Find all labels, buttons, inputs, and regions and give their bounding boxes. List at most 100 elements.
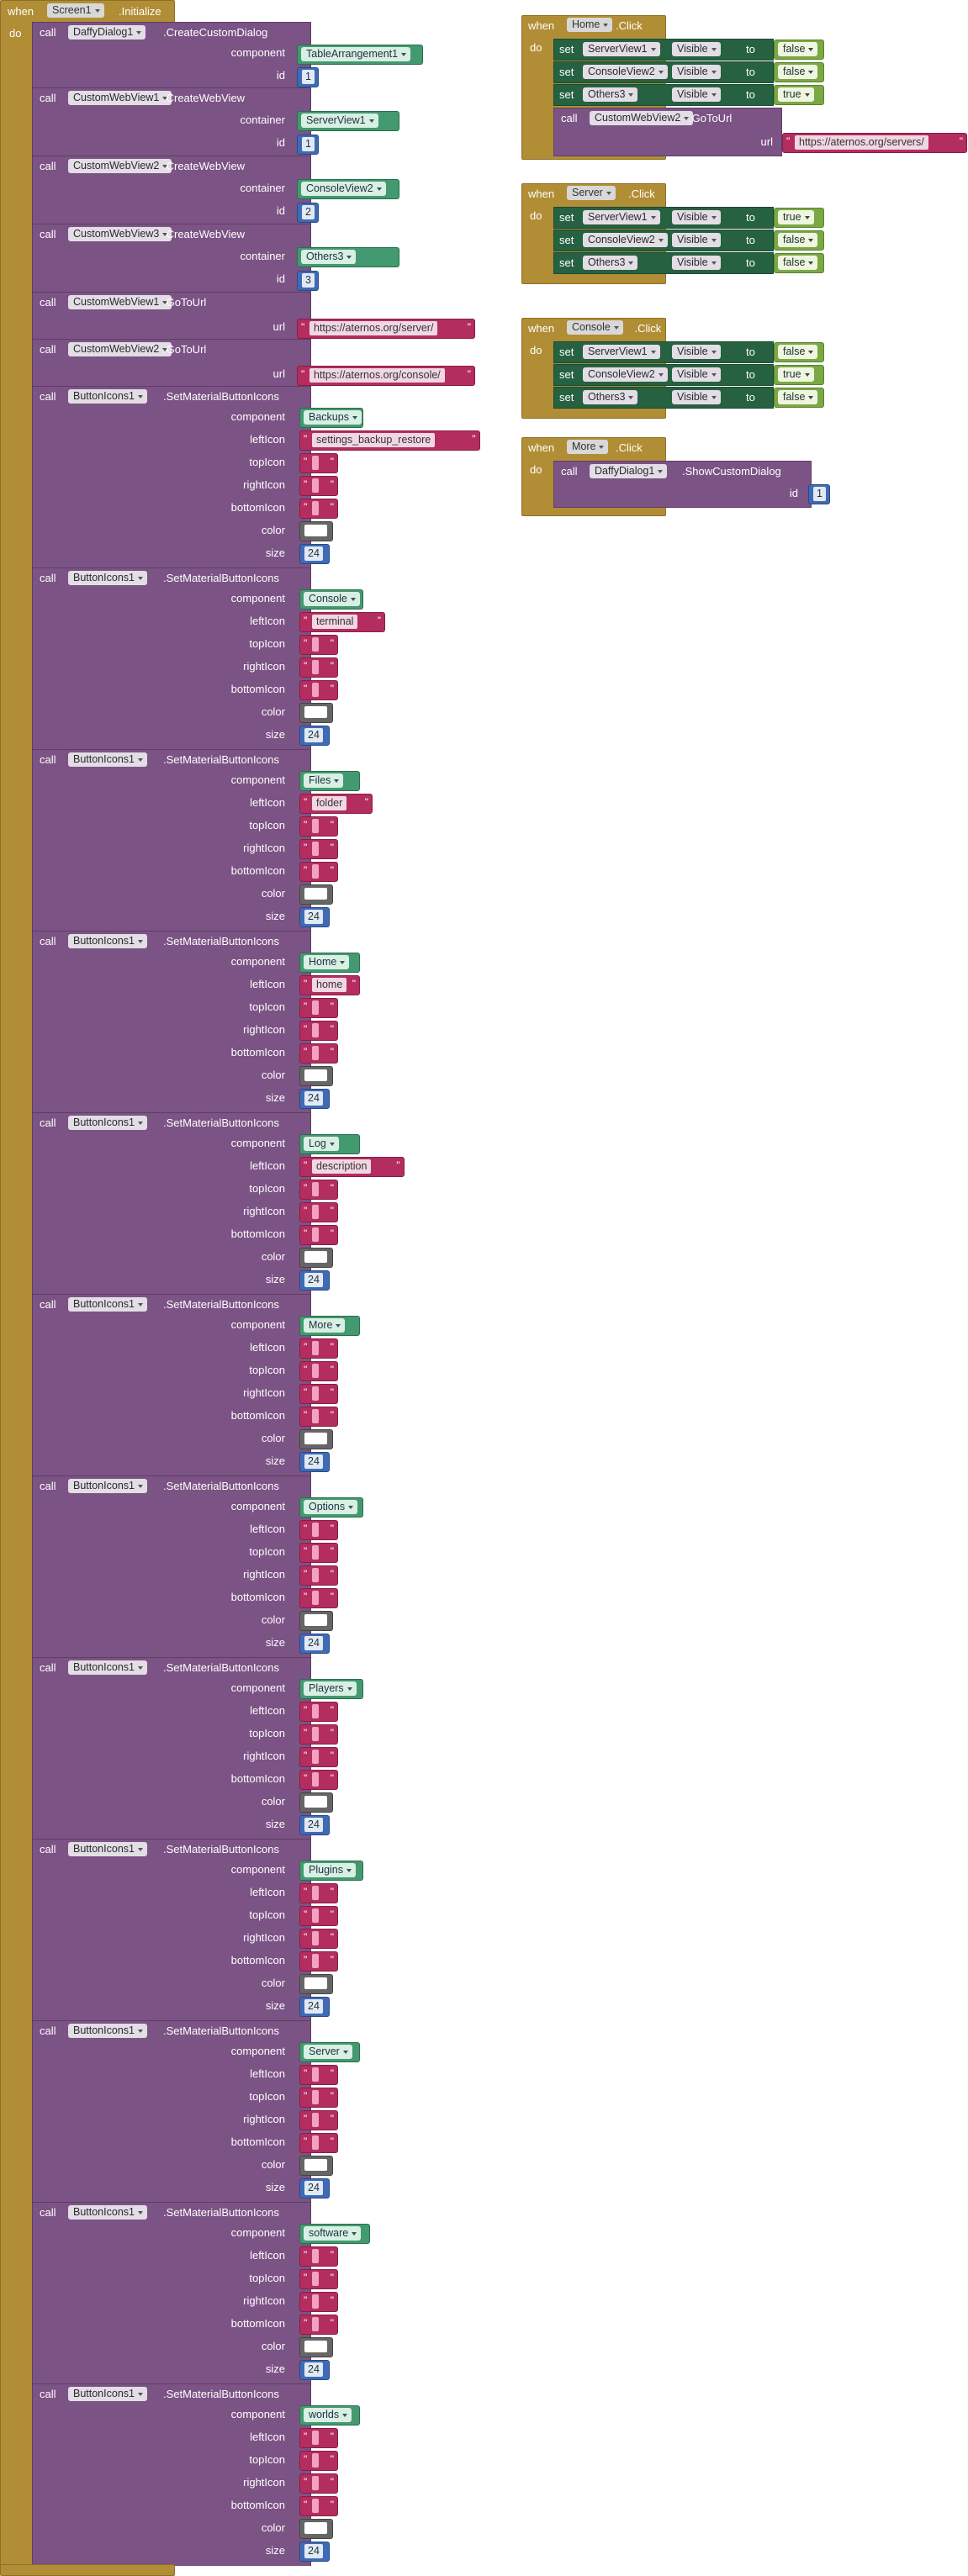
icons-component-socket-block[interactable]: Plugins <box>299 1861 363 1881</box>
topicon-socket[interactable] <box>312 1545 319 1560</box>
bottomicon-socket-block[interactable]: " " <box>299 2133 338 2153</box>
topicon-socket[interactable] <box>312 1908 319 1923</box>
lefticon-socket-block[interactable]: " " <box>299 1520 338 1540</box>
dialog-object-dropdown[interactable]: DaffyDialog1 <box>68 25 146 40</box>
size-socket-block[interactable]: 24 <box>299 1089 330 1109</box>
set-object-dropdown[interactable]: ServerView1 <box>583 42 660 56</box>
gotourl-object-dropdown[interactable]: CustomWebView1 <box>68 295 172 309</box>
bottomicon-socket[interactable] <box>312 2135 319 2150</box>
button-dropdown[interactable]: Home <box>567 18 613 32</box>
righticon-socket-block[interactable]: " " <box>299 1747 338 1767</box>
bottomicon-socket[interactable] <box>312 1954 319 1968</box>
set-property-block[interactable]: set ConsoleView2 Visible to <box>553 364 774 386</box>
set-value-socket-block[interactable]: true <box>774 208 824 228</box>
color-socket-block[interactable] <box>299 1792 333 1813</box>
righticon-socket-block[interactable]: " " <box>299 1021 338 1041</box>
webview-id-socket-block[interactable]: 3 <box>297 271 319 291</box>
set-object-dropdown[interactable]: Others3 <box>583 87 638 102</box>
set-object-dropdown[interactable]: ConsoleView2 <box>583 367 668 382</box>
bottomicon-socket[interactable] <box>312 683 319 697</box>
screen-dropdown[interactable]: Screen1 <box>47 3 104 18</box>
icons-component-socket-block[interactable]: Server <box>299 2042 360 2062</box>
righticon-socket[interactable] <box>312 1386 319 1401</box>
lefticon-socket-block[interactable]: " settings_backup_restore " <box>299 430 480 451</box>
icons-component-socket[interactable]: worlds <box>304 2408 352 2422</box>
webview-container-socket-block[interactable]: ConsoleView2 <box>297 179 399 199</box>
topicon-socket-block[interactable]: " " <box>299 1906 338 1926</box>
lefticon-socket[interactable] <box>312 2067 319 2082</box>
lefticon-socket-block[interactable]: " " <box>299 1702 338 1722</box>
topicon-socket-block[interactable]: " " <box>299 453 338 473</box>
size-socket-block[interactable]: 24 <box>299 2178 330 2199</box>
set-material-icons-block-5[interactable]: call ButtonIcons1 .SetMaterialButtonIcons c… <box>32 1112 311 1295</box>
size-socket[interactable]: 24 <box>304 1636 323 1650</box>
set-property-dropdown[interactable]: Visible <box>672 367 721 382</box>
bottomicon-socket-block[interactable]: " " <box>299 862 338 882</box>
topicon-socket-block[interactable]: " " <box>299 2088 338 2108</box>
set-material-icons-block-7[interactable]: call ButtonIcons1 .SetMaterialButtonIcons c… <box>32 1475 311 1658</box>
topicon-socket-block[interactable]: " " <box>299 1724 338 1745</box>
bottomicon-socket-block[interactable]: " " <box>299 1225 338 1245</box>
color-socket-block[interactable] <box>299 2156 333 2176</box>
topicon-socket-block[interactable]: " " <box>299 816 338 837</box>
size-socket[interactable]: 24 <box>304 2362 323 2377</box>
create-webview-block-1[interactable]: call CustomWebView1 .CreateWebView containe… <box>32 87 311 156</box>
icons-component-socket[interactable]: Players <box>304 1681 357 1696</box>
icons-component-socket-block[interactable]: Files <box>299 771 360 791</box>
icons-component-socket[interactable]: Files <box>304 773 344 788</box>
set-property-dropdown[interactable]: Visible <box>672 233 721 247</box>
lefticon-socket[interactable] <box>312 1704 319 1718</box>
lefticon-socket-block[interactable]: " home " <box>299 975 360 995</box>
set-property-block[interactable]: set ServerView1 Visible to <box>553 39 774 61</box>
lefticon-socket-block[interactable]: " description " <box>299 1157 405 1177</box>
topicon-socket[interactable] <box>312 2272 319 2286</box>
size-socket-block[interactable]: 24 <box>299 2542 330 2562</box>
webview-id-socket[interactable]: 3 <box>302 273 315 288</box>
icons-component-socket-block[interactable]: Players <box>299 1679 363 1699</box>
set-value-socket-block[interactable]: false <box>774 342 824 362</box>
lefticon-socket-block[interactable]: " " <box>299 2065 338 2085</box>
size-socket[interactable]: 24 <box>304 1818 323 1832</box>
icons-component-socket-block[interactable]: Log <box>299 1134 360 1154</box>
set-object-dropdown[interactable]: Others3 <box>583 390 638 404</box>
set-material-icons-block-9[interactable]: call ButtonIcons1 .SetMaterialButtonIcons c… <box>32 1839 311 2021</box>
lefticon-socket[interactable]: description <box>312 1159 372 1174</box>
color-socket-swatch[interactable] <box>304 1251 327 1263</box>
bottomicon-socket[interactable] <box>312 1227 319 1242</box>
set-value-socket[interactable]: false <box>778 256 818 270</box>
color-socket-swatch[interactable] <box>304 1433 327 1444</box>
webview-container-socket-block[interactable]: Others3 <box>297 247 399 267</box>
bottomicon-socket[interactable] <box>312 2499 319 2513</box>
bottomicon-socket-block[interactable]: " " <box>299 1407 338 1427</box>
icons-object-dropdown[interactable]: ButtonIcons1 <box>68 2387 147 2401</box>
icons-component-socket[interactable]: Plugins <box>304 1863 356 1877</box>
icons-component-socket-block[interactable]: worlds <box>299 2405 360 2426</box>
webview-id-socket-block[interactable]: 2 <box>297 203 319 223</box>
set-object-dropdown[interactable]: Others3 <box>583 256 638 270</box>
webview-object-dropdown[interactable]: CustomWebView3 <box>68 227 172 241</box>
size-socket-block[interactable]: 24 <box>299 1270 330 1291</box>
color-socket-block[interactable] <box>299 1429 333 1449</box>
set-value-socket[interactable]: true <box>778 210 814 224</box>
righticon-socket[interactable] <box>312 2476 319 2490</box>
gotourl-url-socket[interactable]: https://aternos.org/console/ <box>309 368 445 383</box>
dialog-object-dropdown[interactable]: DaffyDialog1 <box>590 464 668 478</box>
size-socket[interactable]: 24 <box>304 1091 323 1106</box>
go-to-url-block[interactable]: call CustomWebView2 .GoToUrl url <box>553 108 782 156</box>
set-value-socket-block[interactable]: false <box>774 388 824 408</box>
bottomicon-socket[interactable] <box>312 2317 319 2331</box>
set-value-socket-block[interactable]: false <box>774 62 824 82</box>
righticon-socket-block[interactable]: " " <box>299 1202 338 1222</box>
righticon-socket-block[interactable]: " " <box>299 1929 338 1949</box>
set-object-dropdown[interactable]: ServerView1 <box>583 210 660 224</box>
color-socket-block[interactable] <box>299 1248 333 1268</box>
set-value-socket-block[interactable]: false <box>774 40 824 60</box>
topicon-socket-block[interactable]: " " <box>299 2451 338 2471</box>
icons-component-socket[interactable]: software <box>304 2226 362 2241</box>
size-socket[interactable]: 24 <box>304 728 323 742</box>
set-value-socket[interactable]: false <box>778 65 818 79</box>
topicon-socket[interactable] <box>312 819 319 833</box>
righticon-socket-block[interactable]: " " <box>299 1565 338 1586</box>
color-socket-swatch[interactable] <box>304 1796 327 1808</box>
set-material-icons-block-1[interactable]: call ButtonIcons1 .SetMaterialButtonIcons c… <box>32 386 311 568</box>
